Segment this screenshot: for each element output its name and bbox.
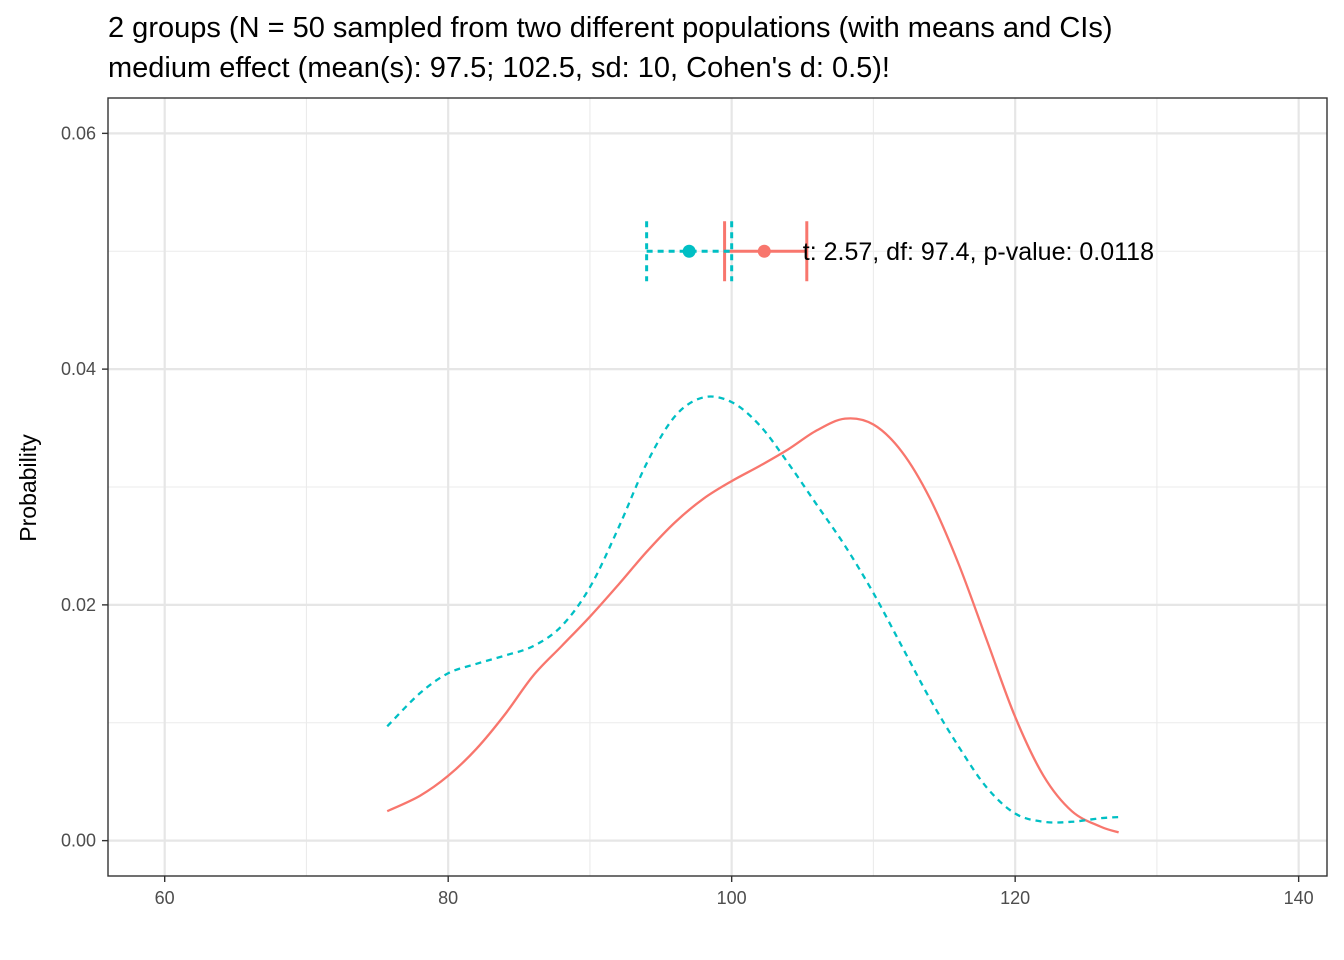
x-tick-label: 100 (717, 888, 747, 908)
x-tick-label: 80 (438, 888, 458, 908)
minor-grid (108, 98, 1327, 876)
chart-title-line-1: 2 groups (N = 50 sampled from two differ… (108, 12, 1113, 44)
mean-point-2 (682, 244, 696, 258)
mean-ci-errorbars (645, 221, 809, 282)
axis-ticks (102, 132, 1300, 882)
mean-point-1 (757, 244, 771, 258)
y-tick-labels: 0.00 0.02 0.04 0.06 (61, 123, 96, 850)
x-tick-labels: 60 80 100 120 140 (155, 888, 1314, 908)
y-tick-label: 0.00 (61, 831, 96, 851)
panel-border (107, 97, 1328, 877)
y-tick-label: 0.04 (61, 359, 96, 379)
density-line-1 (386, 417, 1119, 834)
x-tick-label: 140 (1284, 888, 1314, 908)
x-tick-label: 120 (1000, 888, 1030, 908)
density-line-2 (386, 395, 1119, 824)
major-grid (108, 98, 1327, 876)
chart-title-line-2: medium effect (mean(s): 97.5; 102.5, sd:… (108, 52, 890, 84)
x-tick-label: 60 (155, 888, 175, 908)
y-tick-label: 0.06 (61, 123, 96, 143)
t-test-annotation: t: 2.57, df: 97.4, p-value: 0.0118 (803, 238, 1154, 266)
density-series (386, 395, 1119, 834)
y-axis-title: Probability (15, 434, 41, 542)
y-tick-label: 0.02 (61, 595, 96, 615)
